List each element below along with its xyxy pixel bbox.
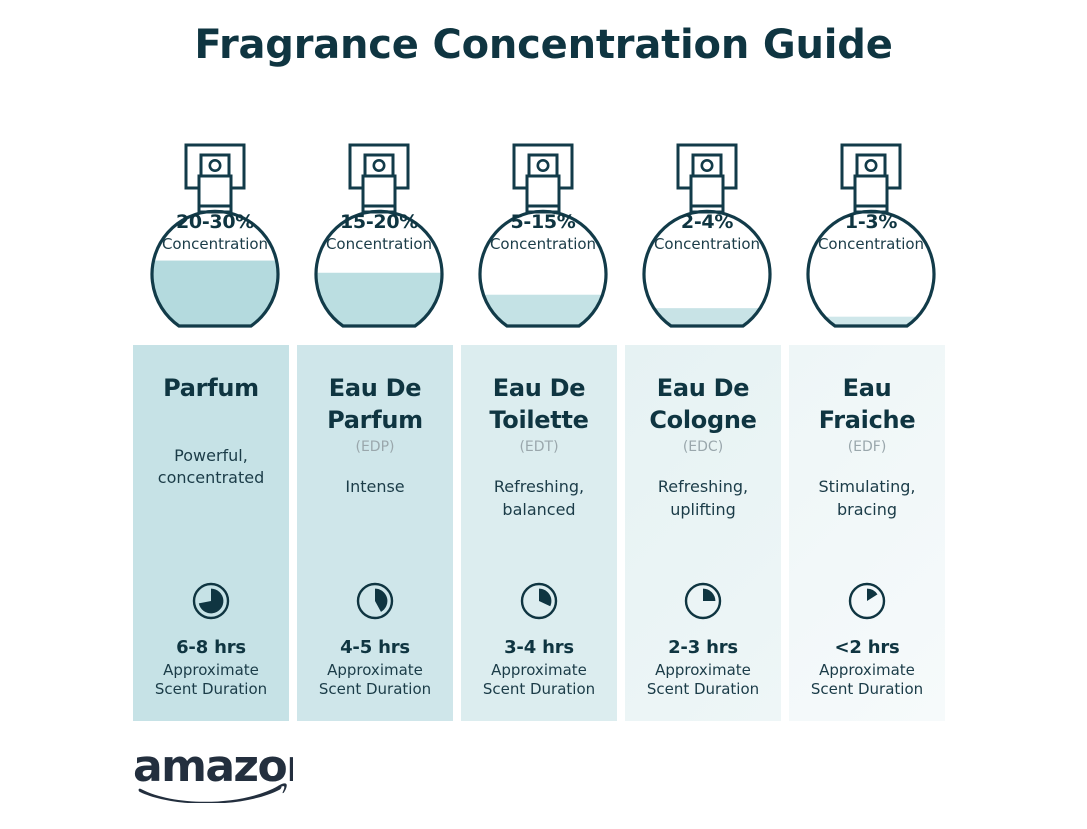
amazon-wordmark-icon: amazon (133, 741, 317, 804)
card-eau-de-toilette: Eau De Toilette (EDT) Refreshing, balanced… (461, 345, 617, 721)
card-abbreviation: (EDT) (519, 439, 559, 456)
card-title: Eau De Parfum (327, 374, 423, 434)
bottle-parfum: 20-30% Concentration (133, 138, 297, 338)
card-abbreviation: (EDF) (847, 439, 887, 456)
clock-wrap (625, 580, 781, 622)
bottle-liquid (151, 260, 278, 326)
duration-value: <2 hrs (834, 637, 900, 658)
bottle-sprayer-icon (700, 158, 714, 172)
bottle-eau-fraiche: 1-3% Concentration (789, 138, 953, 338)
clock-ring (192, 582, 230, 620)
cards-row: Parfum Powerful, concentrated 6-8 hrs Appro… (133, 345, 953, 721)
bottle-sprayer-icon (372, 158, 386, 172)
bottle-sprayer-icon (536, 158, 550, 172)
duration-caption: Approximate Scent Duration (646, 660, 760, 698)
clock-elapsed-wedge (375, 588, 388, 612)
bottle-sprayer-icon (864, 158, 878, 172)
duration-block: <2 hrs Approximate Scent Duration (789, 637, 945, 699)
card-description: Refreshing, balanced (493, 477, 585, 520)
clock-icon (356, 582, 394, 620)
card-title: Parfum (163, 374, 259, 402)
bottle-icon (806, 143, 936, 328)
card-eau-de-cologne: Eau De Cologne (EDC) Refreshing, uplifting… (625, 345, 781, 721)
bottle-icon (642, 143, 772, 328)
bottle-sprayer-icon (208, 158, 222, 172)
bottle-neck-front (197, 174, 233, 208)
clock-elapsed-wedge (703, 588, 716, 601)
bottle-eau-de-parfum: 15-20% Concentration (297, 138, 461, 338)
card-eau-de-parfum: Eau De Parfum (EDP) Intense 4-5 hrs Approxim… (297, 345, 453, 721)
duration-caption: Approximate Scent Duration (482, 660, 596, 698)
bottle-body (642, 209, 772, 328)
card-description: Powerful, concentrated (157, 445, 265, 488)
card-title: Eau Fraiche (818, 374, 916, 434)
card-title: Eau De Cologne (649, 374, 757, 434)
card-parfum: Parfum Powerful, concentrated 6-8 hrs Appro… (133, 345, 289, 721)
card-description: Intense (345, 477, 405, 497)
clock-icon (192, 582, 230, 620)
clock-ring (356, 582, 394, 620)
clock-wrap (461, 580, 617, 622)
clock-wrap (133, 580, 289, 622)
amazon-smile-tip-icon (278, 783, 287, 794)
bottle-liquid (315, 272, 442, 326)
bottle-neck-front (853, 174, 889, 208)
bottles-row: 20-30% Concentration 15-20% Concentration 5-… (133, 138, 953, 338)
bottle-icon (478, 143, 608, 328)
duration-block: 4-5 hrs Approximate Scent Duration (297, 637, 453, 699)
bottle-eau-de-toilette: 5-15% Concentration (461, 138, 625, 338)
duration-value: 6-8 hrs (176, 637, 246, 658)
clock-ring (684, 582, 722, 620)
duration-value: 4-5 hrs (340, 637, 410, 658)
bottle-icon (314, 143, 444, 328)
bottle-body (478, 209, 608, 328)
clock-elapsed-wedge (539, 588, 552, 607)
clock-icon (520, 582, 558, 620)
amazon-smile-icon (138, 785, 282, 804)
card-abbreviation: (EDP) (355, 439, 395, 456)
clock-elapsed-wedge (867, 588, 878, 601)
clock-wrap (297, 580, 453, 622)
bottle-eau-de-cologne: 2-4% Concentration (625, 138, 789, 338)
amazon-logo: amazon (133, 741, 317, 804)
clock-elapsed-wedge (198, 588, 224, 614)
clock-icon (684, 582, 722, 620)
bottle-neck-front (689, 174, 725, 208)
page-title: Fragrance Concentration Guide (194, 22, 893, 68)
card-description: Refreshing, uplifting (657, 477, 749, 520)
card-eau-fraiche: Eau Fraiche (EDF) Stimulating, bracing <2 h… (789, 345, 945, 721)
duration-value: 2-3 hrs (668, 637, 738, 658)
bottle-body (806, 209, 936, 328)
clock-wrap (789, 580, 945, 622)
bottle-body (150, 209, 280, 328)
card-abbreviation: (EDC) (682, 439, 724, 456)
duration-value: 3-4 hrs (504, 637, 574, 658)
clock-ring (520, 582, 558, 620)
bottle-liquid (643, 308, 770, 326)
duration-caption: Approximate Scent Duration (810, 660, 924, 698)
bottle-liquid (807, 316, 934, 326)
clock-icon (848, 582, 886, 620)
card-title: Eau De Toilette (489, 374, 589, 434)
bottle-neck-front (361, 174, 397, 208)
duration-block: 2-3 hrs Approximate Scent Duration (625, 637, 781, 699)
amazon-wordmark-text: amazon (133, 745, 293, 792)
bottle-neck-front (525, 174, 561, 208)
duration-caption: Approximate Scent Duration (318, 660, 432, 698)
duration-caption: Approximate Scent Duration (154, 660, 268, 698)
bottle-icon (150, 143, 280, 328)
bottle-body (314, 209, 444, 328)
clock-ring (848, 582, 886, 620)
duration-block: 6-8 hrs Approximate Scent Duration (133, 637, 289, 699)
card-description: Stimulating, bracing (818, 477, 916, 520)
duration-block: 3-4 hrs Approximate Scent Duration (461, 637, 617, 699)
